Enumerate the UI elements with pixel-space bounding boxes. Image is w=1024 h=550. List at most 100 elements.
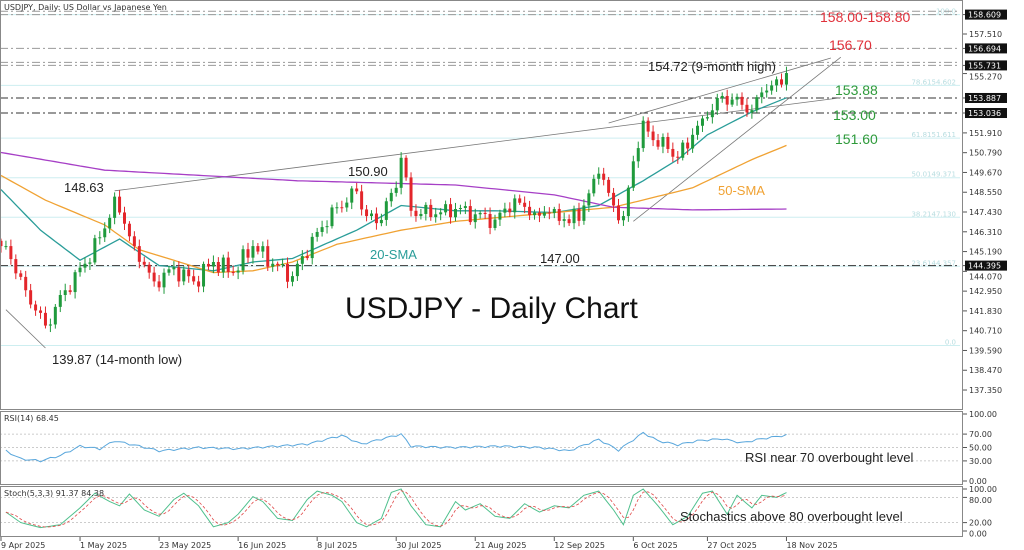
candle-body <box>631 161 635 188</box>
rsi-note: RSI near 70 overbought level <box>745 450 913 465</box>
candle-body <box>108 217 112 229</box>
rsi-panel-frame <box>0 411 963 485</box>
candle-body <box>636 148 640 162</box>
candle-body <box>686 142 690 149</box>
candle-body <box>266 246 270 267</box>
candle-body <box>295 263 299 277</box>
price-tick-label: 155.270 <box>969 72 1002 81</box>
price-tick-label: 142.950 <box>969 287 1002 296</box>
date-tick-label: 27 Oct 2025 <box>707 541 756 550</box>
candle-body <box>370 213 373 217</box>
candle-body <box>508 208 512 213</box>
candle-body <box>157 281 161 288</box>
date-tick-label: 1 May 2025 <box>80 541 127 550</box>
candle-body <box>73 272 77 293</box>
date-tick-label: 16 Jun 2025 <box>238 541 286 550</box>
candle-body <box>473 214 477 223</box>
candle-body <box>58 295 62 307</box>
candle-body <box>572 208 576 224</box>
fib-level-label: 50.0149.371 <box>911 171 956 179</box>
candle-body <box>127 223 131 237</box>
price-box <box>965 9 1007 20</box>
sma-line-sma20 <box>0 97 787 272</box>
candle-body <box>34 304 38 311</box>
price-box <box>965 43 1007 54</box>
candle-body <box>202 263 206 287</box>
candle-body <box>305 256 309 259</box>
stoch-tick-label: 80.00 <box>969 496 992 505</box>
candle-body <box>192 276 196 282</box>
candle-body <box>518 198 522 203</box>
stoch-tick-label: 0.00 <box>969 530 987 539</box>
trendline <box>5 309 46 349</box>
annotation-support-1: 153.88 <box>835 82 878 98</box>
candle-body <box>691 134 695 149</box>
candle-body <box>602 173 606 180</box>
candle-body <box>162 272 166 288</box>
candle-body <box>503 208 507 213</box>
candle-body <box>147 264 151 273</box>
candle-body <box>360 191 364 210</box>
price-box <box>965 92 1007 103</box>
rsi-line <box>5 431 787 463</box>
candle-body <box>409 177 413 211</box>
price-tick-label: 148.550 <box>969 188 1002 197</box>
price-tick-label: 150.790 <box>969 149 1002 158</box>
candle-body <box>340 207 344 209</box>
candle-body <box>335 207 339 209</box>
candle-body <box>182 269 186 282</box>
candle-body <box>770 85 774 91</box>
rsi-panel <box>0 431 960 463</box>
candle-body <box>700 118 704 126</box>
candle-body <box>597 173 601 179</box>
candle-body <box>345 202 349 208</box>
trendline <box>114 97 841 192</box>
price-box-label: 158.609 <box>968 11 1001 20</box>
candle-body <box>765 90 769 93</box>
date-tick-label: 21 Aug 2025 <box>475 541 526 550</box>
candle-body <box>103 228 107 238</box>
candle-body <box>735 96 739 100</box>
candle-body <box>9 246 13 260</box>
fib-level-label: 78.6154.602 <box>911 78 956 86</box>
chart-header-title: USDJPY, Daily: US Dollar vs Japanese Yen <box>4 3 167 12</box>
price-tick-label: 141.830 <box>969 307 1002 316</box>
price-tick-label: 144.070 <box>969 273 1002 282</box>
price-tick-label: 145.190 <box>969 248 1002 257</box>
moving-averages <box>0 97 787 274</box>
candle-body <box>43 312 47 326</box>
candle-body <box>241 249 245 271</box>
fibonacci-levels: 100.078.6154.60261.8151.61150.0149.37138… <box>0 8 960 347</box>
stoch-d-line <box>5 490 787 528</box>
date-tick-label: 23 May 2025 <box>159 541 211 550</box>
candle-body <box>671 148 675 157</box>
candle-body <box>29 290 33 305</box>
annotation-9-month-high: 154.72 (9-month high) <box>648 59 776 74</box>
candle-body <box>221 257 225 273</box>
candle-body <box>439 212 443 215</box>
candle-body <box>226 257 230 273</box>
candle-body <box>780 79 784 85</box>
annotation-resistance-1: 156.70 <box>829 37 872 53</box>
candle-body <box>468 206 472 223</box>
price-tick-label: 137.350 <box>969 386 1002 395</box>
candle-body <box>577 208 581 221</box>
candle-body <box>621 216 625 221</box>
candle-body <box>137 246 141 262</box>
candle-body <box>533 212 537 216</box>
candle-body <box>617 205 620 221</box>
price-box-label: 144.395 <box>968 262 1001 271</box>
price-tick-label: 146.310 <box>969 228 1002 237</box>
candle-body <box>68 290 72 293</box>
rsi-tick-label: 50.00 <box>969 444 992 453</box>
candle-body <box>325 226 329 228</box>
candle-body <box>276 263 280 266</box>
trendline <box>608 57 832 124</box>
candle-body <box>118 196 122 213</box>
candle-body <box>429 204 433 218</box>
candle-body <box>355 188 359 192</box>
candle-body <box>612 192 616 206</box>
candle-body <box>666 136 670 149</box>
fib-level-label: 0.0 <box>945 339 956 347</box>
rsi-tick-label: 70.00 <box>969 430 992 439</box>
